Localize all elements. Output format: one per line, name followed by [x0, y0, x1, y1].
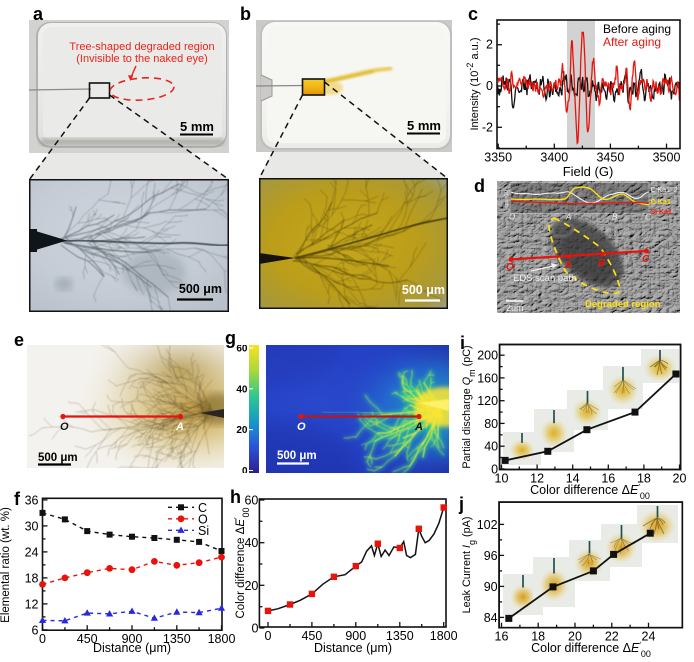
svg-text:3400: 3400 — [540, 151, 568, 165]
svg-text:12: 12 — [25, 597, 39, 611]
svg-text:O: O — [506, 262, 514, 273]
svg-text:60: 60 — [236, 345, 248, 355]
svg-text:200: 200 — [477, 349, 498, 363]
svg-text:40: 40 — [244, 536, 258, 550]
svg-text:0: 0 — [491, 462, 498, 476]
svg-text:Degraded region: Degraded region — [585, 299, 661, 310]
svg-text:14: 14 — [566, 472, 580, 486]
svg-text:Distance (μm): Distance (μm) — [314, 641, 392, 655]
svg-text:0: 0 — [486, 79, 493, 93]
svg-text:A: A — [175, 421, 184, 433]
svg-text:O: O — [198, 512, 208, 526]
svg-text:84: 84 — [484, 611, 498, 625]
svg-text:6: 6 — [32, 623, 39, 637]
svg-text:450: 450 — [301, 629, 322, 643]
svg-text:Field (G): Field (G) — [563, 164, 614, 179]
svg-text:500 μm: 500 μm — [402, 283, 445, 297]
svg-text:20: 20 — [568, 630, 582, 644]
svg-text:24: 24 — [642, 630, 656, 644]
svg-text:40: 40 — [484, 440, 498, 454]
svg-text:16: 16 — [601, 472, 615, 486]
svg-text:After aging: After aging — [603, 35, 661, 49]
svg-text:12: 12 — [530, 472, 544, 486]
svg-text:C: C — [198, 501, 207, 515]
svg-text:O Ka1: O Ka1 — [651, 199, 671, 206]
svg-text:Elemental ratio (wt. %): Elemental ratio (wt. %) — [0, 507, 12, 623]
svg-text:0: 0 — [251, 622, 258, 636]
svg-text:102: 102 — [477, 518, 498, 532]
svg-text:Before aging: Before aging — [603, 22, 671, 36]
svg-text:EDS scan path: EDS scan path — [513, 273, 576, 284]
svg-text:18: 18 — [25, 571, 39, 585]
svg-text:120: 120 — [477, 394, 498, 408]
svg-text:20: 20 — [236, 425, 248, 436]
svg-text:96: 96 — [484, 549, 498, 563]
svg-text:18: 18 — [637, 472, 651, 486]
svg-text:22: 22 — [605, 630, 619, 644]
svg-text:cps×10: cps×10 — [504, 190, 510, 208]
svg-text:1800: 1800 — [208, 632, 236, 646]
svg-text:A: A — [564, 260, 572, 271]
svg-text:16: 16 — [495, 630, 509, 644]
svg-text:2um: 2um — [506, 303, 524, 313]
svg-text:Color difference ΔE′00: Color difference ΔE′00 — [530, 483, 650, 502]
svg-text:Partial discharge Qm (pC): Partial discharge Qm (pC) — [461, 345, 477, 468]
svg-text:Distance (μm): Distance (μm) — [93, 641, 171, 655]
svg-text:3350: 3350 — [484, 151, 512, 165]
svg-text:900: 900 — [122, 632, 143, 646]
svg-text:10: 10 — [495, 472, 509, 486]
svg-text:B: B — [598, 258, 605, 269]
svg-text:90: 90 — [484, 580, 498, 594]
svg-text:1800: 1800 — [430, 629, 458, 643]
svg-text:3450: 3450 — [596, 151, 624, 165]
svg-text:(Invisible to the naked eye): (Invisible to the naked eye) — [76, 53, 207, 65]
svg-text:B: B — [612, 213, 618, 222]
svg-text:Color difference ΔE′00: Color difference ΔE′00 — [531, 641, 651, 660]
svg-text:C Ka1_2: C Ka1_2 — [651, 187, 678, 194]
svg-text:Si: Si — [198, 524, 209, 538]
svg-text:Leak Current Ig (pA): Leak Current Ig (pA) — [461, 517, 477, 614]
svg-text:20: 20 — [244, 579, 258, 593]
svg-text:160: 160 — [477, 371, 498, 385]
svg-text:24: 24 — [25, 545, 39, 559]
svg-text:2: 2 — [486, 38, 493, 52]
svg-text:A: A — [565, 213, 571, 222]
svg-text:40: 40 — [236, 384, 248, 395]
svg-text:5 mm: 5 mm — [407, 118, 441, 133]
svg-text:3500: 3500 — [653, 151, 681, 165]
svg-text:500 μm: 500 μm — [179, 282, 222, 296]
svg-text:0: 0 — [242, 466, 248, 473]
svg-text:900: 900 — [345, 629, 366, 643]
svg-text:Si Ka1: Si Ka1 — [651, 209, 673, 216]
svg-text:C: C — [645, 213, 651, 222]
svg-text:A: A — [414, 421, 423, 433]
svg-text:5 mm: 5 mm — [180, 119, 214, 134]
svg-text:Tree-shaped degraded region: Tree-shaped degraded region — [69, 41, 214, 53]
svg-text:Intensity (10-2 a.u.): Intensity (10-2 a.u.) — [465, 37, 481, 130]
svg-text:30: 30 — [25, 519, 39, 533]
svg-text:O: O — [297, 421, 306, 433]
svg-text:80: 80 — [484, 417, 498, 431]
svg-text:18: 18 — [531, 630, 545, 644]
svg-text:Color difference ΔE′00: Color difference ΔE′00 — [233, 507, 252, 618]
svg-text:450: 450 — [77, 632, 98, 646]
svg-text:20: 20 — [673, 472, 687, 486]
svg-text:1350: 1350 — [163, 632, 191, 646]
svg-text:500 μm: 500 μm — [277, 450, 317, 462]
svg-text:500 μm: 500 μm — [38, 452, 78, 464]
svg-text:0: 0 — [39, 632, 46, 646]
svg-text:1350: 1350 — [386, 629, 414, 643]
svg-text:O: O — [509, 213, 515, 222]
svg-text:-2: -2 — [482, 120, 493, 134]
svg-text:36: 36 — [25, 493, 39, 507]
svg-text:0: 0 — [265, 629, 272, 643]
svg-text:C: C — [642, 254, 650, 265]
svg-text:O: O — [60, 421, 69, 433]
svg-text:60: 60 — [244, 494, 258, 508]
